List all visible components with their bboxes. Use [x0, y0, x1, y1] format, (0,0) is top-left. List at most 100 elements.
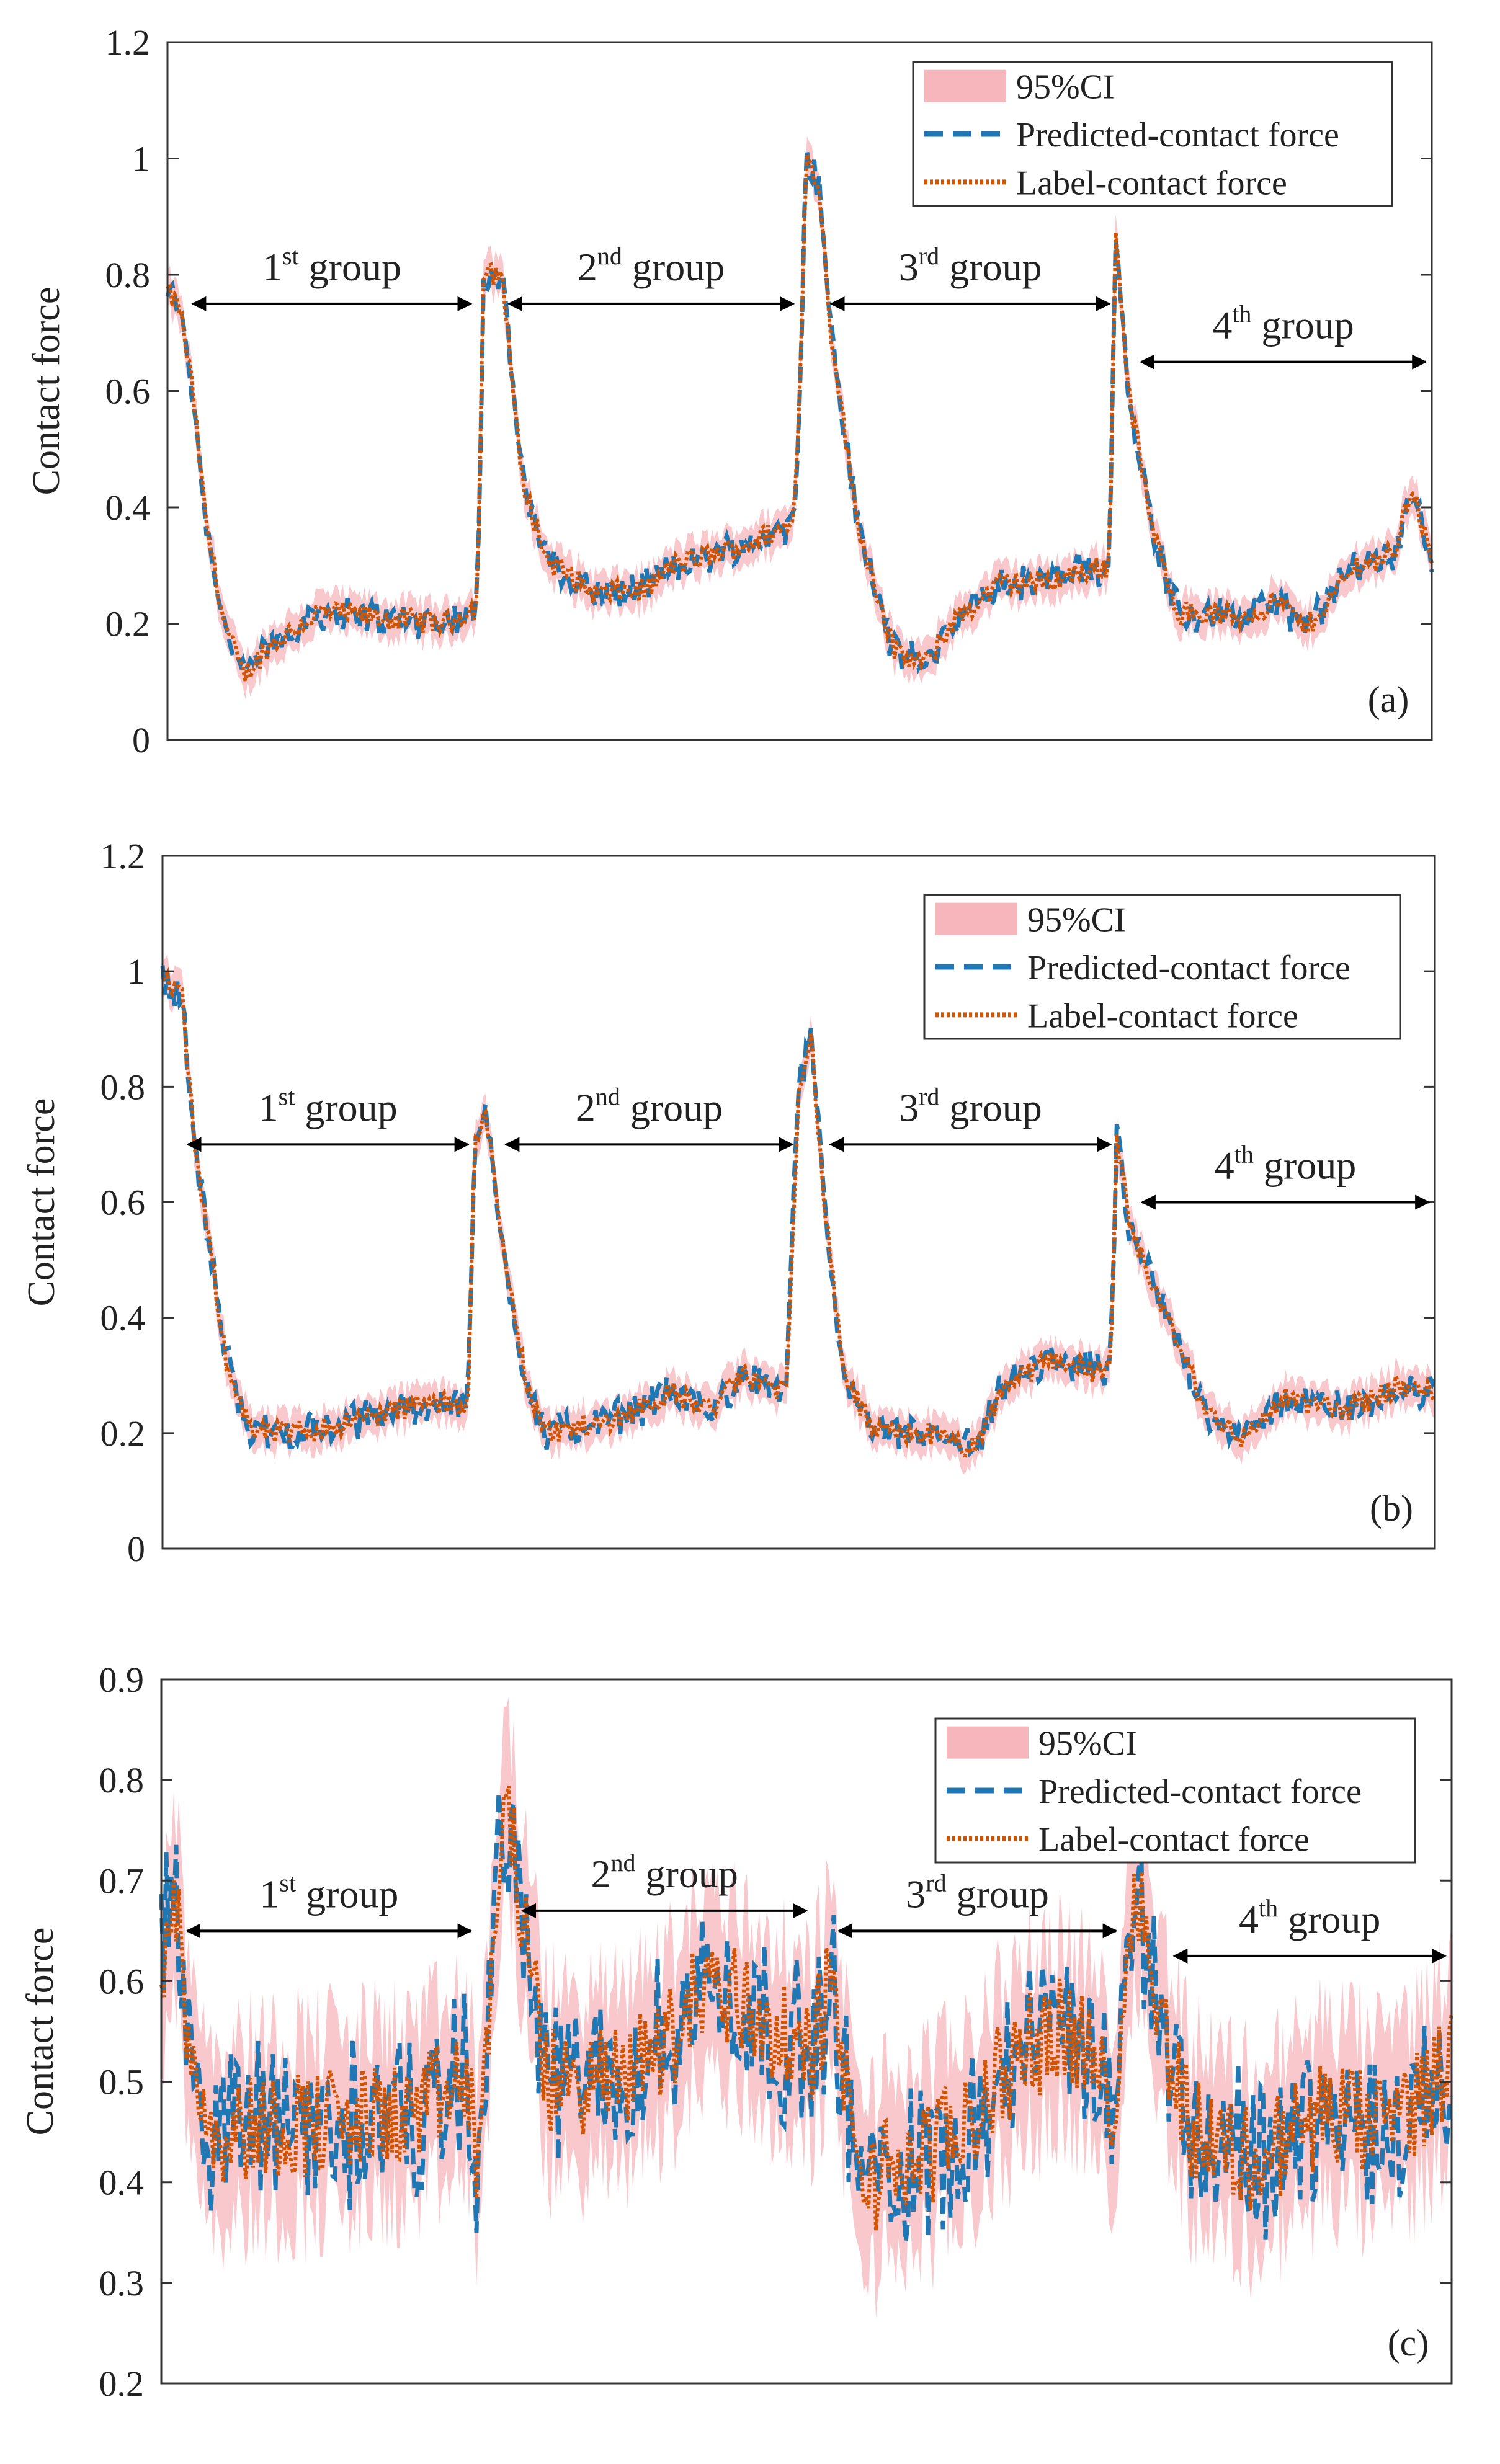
y-tick-label: 0.8	[100, 1067, 146, 1107]
group-label-word: group	[295, 1085, 397, 1129]
y-tick-label: 0.6	[99, 1961, 145, 2001]
legend-entry-text: Label-contact force	[1027, 997, 1298, 1035]
y-tick-label: 0.9	[99, 1660, 145, 1700]
y-tick-label: 0.7	[99, 1861, 145, 1901]
group-label-number: 1	[259, 1085, 279, 1129]
y-tick-label: 0.4	[99, 2163, 145, 2203]
y-tick-label: 0.8	[99, 1760, 145, 1800]
group-label: 4th group	[1215, 1141, 1356, 1188]
group-label-word: group	[1278, 1897, 1380, 1941]
legend: 95%CI Predicted-contact force Label-contac…	[923, 894, 1401, 1040]
y-tick-label: 0.4	[105, 487, 151, 528]
y-tick-label: 0.3	[99, 2263, 145, 2303]
group-label-number: 3	[906, 1872, 926, 1916]
legend-swatch-ci	[935, 902, 1017, 935]
y-tick-label: 0.5	[99, 2062, 145, 2102]
group-label-suffix: rd	[919, 242, 939, 270]
group-label-number: 4	[1215, 1144, 1234, 1188]
group-label-word: group	[299, 245, 401, 289]
group-label-number: 2	[591, 1852, 611, 1896]
plot-frame	[160, 1678, 1453, 2385]
group-label-word: group	[947, 1872, 1049, 1916]
group-label-suffix: nd	[597, 242, 622, 270]
ci-band	[163, 954, 1435, 1474]
legend-entry-text: 95%CI	[1016, 68, 1115, 107]
group-label-word: group	[939, 245, 1042, 289]
group-label-suffix: rd	[919, 1082, 939, 1110]
group-label-number: 3	[899, 1085, 919, 1129]
group-label: 4th group	[1212, 300, 1354, 347]
group-label-suffix: st	[282, 242, 299, 270]
group-label-suffix: st	[279, 1869, 296, 1897]
group-label: 1st group	[259, 1869, 398, 1916]
y-axis-label: Contact force	[20, 1098, 63, 1307]
legend: 95%CI Predicted-contact force Label-contac…	[912, 61, 1393, 207]
group-label: 1st group	[262, 242, 401, 289]
y-tick-label: 0.2	[105, 604, 151, 644]
panel-label: (c)	[1388, 2323, 1429, 2364]
y-tick-label: 0	[127, 1529, 145, 1569]
group-label-suffix: th	[1259, 1894, 1278, 1922]
series-line-label	[159, 1785, 1453, 2231]
group-label-word: group	[1251, 303, 1354, 347]
y-axis-label: Contact force	[19, 1928, 61, 2136]
group-label: 3rd group	[899, 1082, 1042, 1129]
group-label: 2nd group	[591, 1849, 738, 1896]
y-tick-label: 1.2	[100, 836, 146, 876]
legend-entry-text: Predicted-contact force	[1038, 1772, 1362, 1811]
group-label-number: 3	[899, 245, 919, 289]
group-label: 3rd group	[899, 242, 1042, 289]
y-tick-label: 0.2	[100, 1413, 146, 1454]
group-label-suffix: st	[279, 1082, 295, 1110]
group-label-number: 4	[1212, 303, 1232, 347]
y-tick-label: 0.6	[100, 1183, 146, 1223]
legend-swatch-ci	[947, 1726, 1029, 1759]
group-label: 2nd group	[578, 242, 725, 289]
legend-entry-text: Label-contact force	[1038, 1820, 1310, 1859]
y-tick-label: 1.2	[105, 22, 151, 63]
group-label-word: group	[296, 1872, 398, 1916]
group-label-word: group	[939, 1085, 1042, 1129]
y-tick-label: 0.8	[105, 255, 151, 295]
legend-entry-text: 95%CI	[1038, 1725, 1137, 1763]
y-tick-label: 0.2	[99, 2364, 145, 2404]
legend-entry-text: Predicted-contact force	[1016, 116, 1339, 154]
group-label-number: 1	[259, 1872, 279, 1916]
group-label: 1st group	[259, 1082, 398, 1129]
panel-label: (a)	[1368, 679, 1409, 720]
group-label: 3rd group	[906, 1869, 1049, 1916]
group-label-suffix: rd	[926, 1869, 946, 1897]
y-tick-label: 1	[127, 951, 145, 992]
group-label-word: group	[622, 245, 725, 289]
group-label-suffix: th	[1234, 1141, 1254, 1168]
group-label-number: 4	[1239, 1897, 1259, 1941]
y-tick-label: 0.4	[100, 1298, 146, 1338]
y-tick-label: 0.6	[105, 371, 151, 412]
series-line-label	[166, 154, 1434, 685]
group-label-word: group	[636, 1852, 738, 1896]
group-label-number: 2	[578, 245, 597, 289]
y-tick-label: 1	[132, 139, 150, 179]
group-label: 2nd group	[576, 1082, 723, 1129]
legend: 95%CI Predicted-contact force Label-contac…	[934, 1717, 1416, 1864]
chart-panel-c: 0.2 0.3 0.4 0.5 0.6 0.7 0.8 0.9 Contact force 1st…	[19, 1660, 1454, 2404]
group-label-number: 1	[262, 245, 282, 289]
group-label-suffix: th	[1232, 300, 1251, 328]
group-label-number: 2	[576, 1085, 596, 1129]
group-label-suffix: nd	[611, 1849, 636, 1877]
panel-label: (b)	[1370, 1488, 1413, 1529]
y-tick-label: 0	[132, 720, 150, 760]
y-axis-label: Contact force	[25, 287, 68, 496]
series-line-label	[161, 967, 1436, 1460]
group-label-word: group	[1254, 1144, 1356, 1188]
legend-entry-text: Predicted-contact force	[1027, 949, 1350, 987]
group-label-suffix: nd	[596, 1082, 620, 1110]
group-label: 4th group	[1239, 1894, 1380, 1941]
legend-swatch-ci	[924, 69, 1006, 102]
legend-entry-text: Label-contact force	[1016, 164, 1287, 202]
legend-entry-text: 95%CI	[1027, 901, 1126, 940]
group-label-word: group	[620, 1085, 723, 1129]
